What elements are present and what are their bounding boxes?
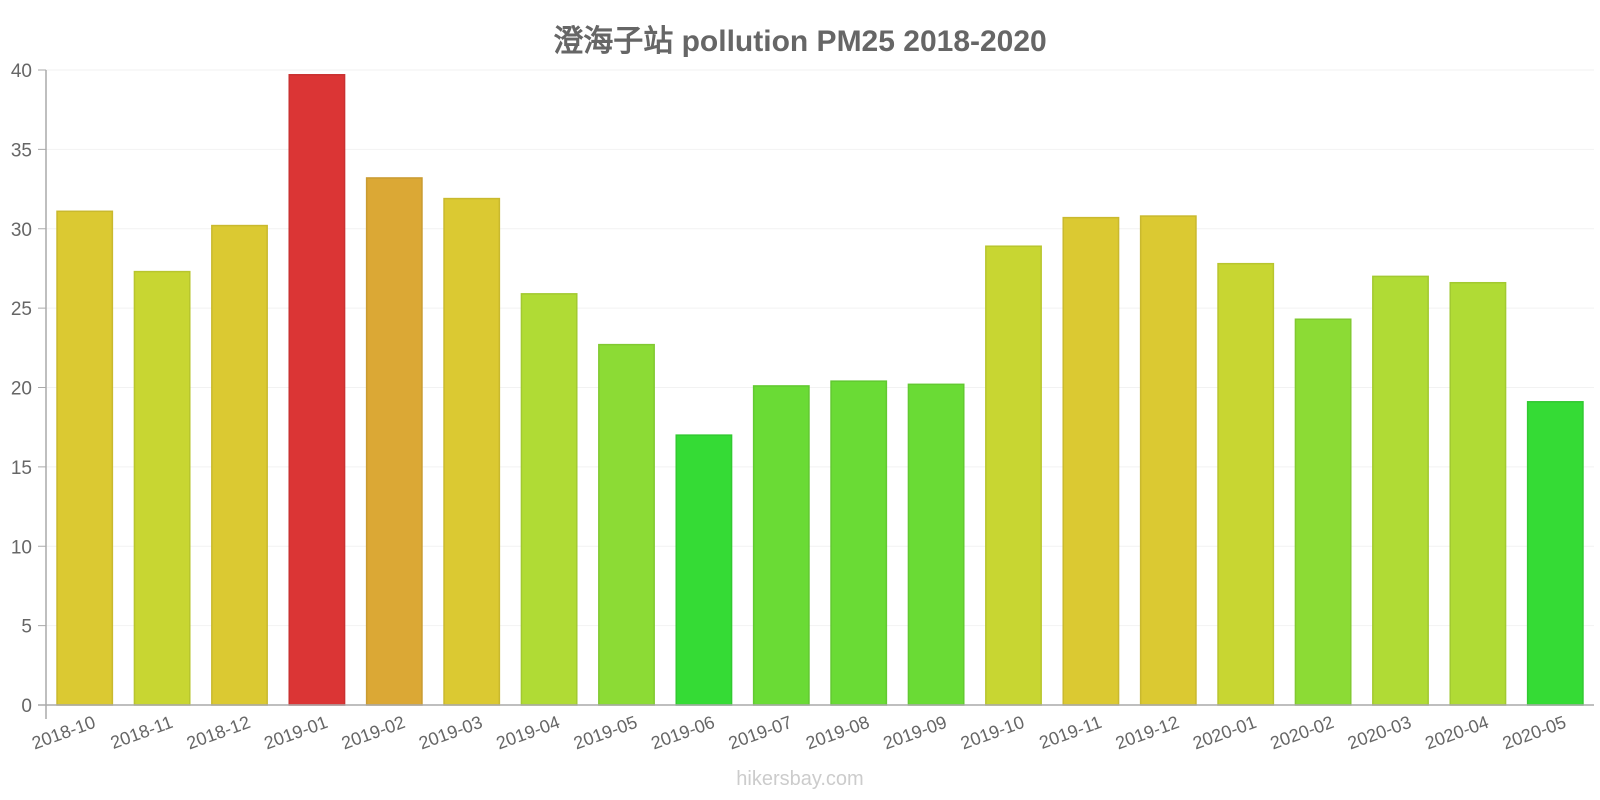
x-tick-label: 2019-09: [881, 712, 950, 753]
bar-2020-05: [1526, 401, 1584, 706]
bar-2019-11: [1062, 216, 1120, 706]
axes: [38, 70, 1594, 719]
x-tick-label: 2020-01: [1190, 712, 1259, 753]
bar-2019-09: [907, 383, 965, 706]
y-tick-label: 0: [21, 696, 32, 717]
x-tick-label: 2019-05: [571, 712, 640, 753]
x-tick-label: 2020-02: [1268, 712, 1337, 753]
y-tick-label: 20: [11, 379, 32, 400]
bar-2020-01: [1217, 262, 1275, 706]
bar-2019-12: [1139, 215, 1197, 706]
chart-title: 澄海子站 pollution PM25 2018-2020: [553, 25, 1047, 58]
x-tick-label: 2019-01: [261, 712, 330, 753]
bar-2019-06: [675, 434, 733, 706]
bar-2019-04: [520, 293, 578, 706]
x-tick-label: 2020-05: [1500, 712, 1569, 753]
y-tick-label: 25: [11, 299, 32, 320]
bar-2018-11: [133, 270, 191, 706]
x-tick-label: 2019-11: [1037, 712, 1105, 753]
x-tick-label: 2019-12: [1113, 712, 1182, 753]
bar-2018-12: [211, 224, 268, 706]
bar-2019-03: [443, 197, 501, 706]
x-tick-label: 2019-02: [339, 712, 408, 753]
bar-2020-03: [1372, 275, 1429, 706]
bar-2019-01: [288, 74, 346, 706]
x-tick-label: 2018-12: [184, 712, 253, 753]
y-tick-label: 40: [11, 61, 32, 82]
bar-2019-02: [365, 177, 423, 706]
x-tick-label: 2019-10: [958, 712, 1027, 753]
bar-2019-10: [985, 245, 1042, 706]
bar-2019-07: [752, 385, 810, 706]
x-tick-label: 2019-08: [803, 712, 872, 753]
bar-2019-05: [598, 343, 655, 706]
y-tick-label: 15: [11, 458, 32, 479]
y-axis-ticks: 0 5 10 15 20 25 30 35 40: [11, 61, 46, 717]
bar-2018-10: [56, 210, 114, 706]
x-tick-label: 2018-10: [29, 712, 98, 753]
x-tick-label: 2020-04: [1422, 712, 1491, 753]
x-tick-label: 2019-07: [726, 712, 795, 753]
gridlines: [46, 69, 1594, 627]
bar-2020-02: [1294, 318, 1352, 706]
y-tick-label: 35: [11, 140, 32, 161]
y-tick-label: 5: [21, 617, 32, 638]
bar-2020-04: [1449, 281, 1507, 706]
x-tick-label: 2018-11: [108, 712, 176, 753]
x-axis-labels: 2018-10 2018-11 2018-12 2019-01 2019-02 2019-…: [29, 712, 1569, 753]
x-tick-label: 2020-03: [1345, 712, 1414, 753]
bars: [56, 74, 1584, 706]
x-tick-label: 2019-03: [416, 712, 485, 753]
bar-2019-08: [830, 380, 888, 706]
y-tick-label: 10: [11, 537, 32, 558]
x-tick-label: 2019-04: [494, 712, 563, 753]
y-tick-label: 30: [11, 220, 32, 241]
x-tick-label: 2019-06: [648, 712, 717, 753]
watermark: hikersbay.com: [736, 768, 864, 790]
